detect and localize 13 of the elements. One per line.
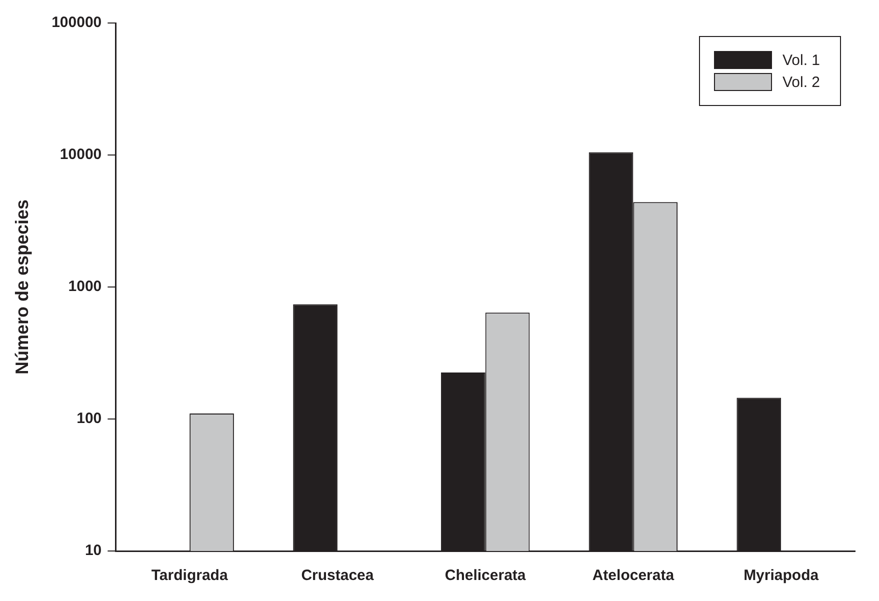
x-tick-label: Atelocerata bbox=[592, 567, 675, 584]
x-tick-label: Chelicerata bbox=[444, 567, 526, 584]
x-tick-label: Crustacea bbox=[301, 567, 374, 584]
x-tick-label: Tardigrada bbox=[151, 567, 228, 584]
y-tick-label: 1000 bbox=[68, 278, 102, 296]
y-tick-label: 10 bbox=[84, 542, 102, 560]
legend-label: Vol. 1 bbox=[782, 52, 820, 68]
legend-label: Vol. 2 bbox=[782, 74, 820, 90]
y-axis-title: Número de especies bbox=[12, 199, 32, 375]
y-tick-label: 100000 bbox=[52, 14, 102, 32]
y-tick-label: 100 bbox=[76, 410, 102, 428]
y-tick-label: 10000 bbox=[60, 146, 102, 164]
x-tick-label: Myriapoda bbox=[744, 567, 820, 584]
